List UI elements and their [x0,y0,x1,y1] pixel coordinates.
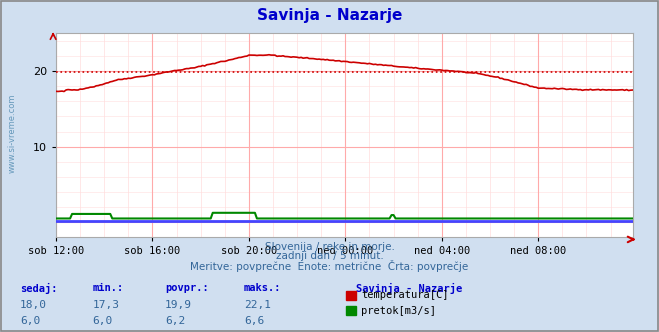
Text: 18,0: 18,0 [20,300,47,310]
Text: Slovenija / reke in morje.: Slovenija / reke in morje. [264,242,395,252]
Text: Meritve: povprečne  Enote: metrične  Črta: povprečje: Meritve: povprečne Enote: metrične Črta:… [190,260,469,272]
Text: 6,0: 6,0 [92,316,113,326]
Text: www.si-vreme.com: www.si-vreme.com [8,93,17,173]
Text: 6,2: 6,2 [165,316,185,326]
Text: 17,3: 17,3 [92,300,119,310]
Text: maks.:: maks.: [244,283,281,293]
Text: 6,0: 6,0 [20,316,40,326]
Text: 6,6: 6,6 [244,316,264,326]
Text: 19,9: 19,9 [165,300,192,310]
Text: 22,1: 22,1 [244,300,271,310]
Text: Savinja - Nazarje: Savinja - Nazarje [257,8,402,23]
Text: povpr.:: povpr.: [165,283,208,293]
Text: zadnji dan / 5 minut.: zadnji dan / 5 minut. [275,251,384,261]
Text: Savinja - Nazarje: Savinja - Nazarje [356,283,462,294]
Text: pretok[m3/s]: pretok[m3/s] [361,306,436,316]
Text: sedaj:: sedaj: [20,283,57,294]
Text: min.:: min.: [92,283,123,293]
Text: temperatura[C]: temperatura[C] [361,290,449,300]
